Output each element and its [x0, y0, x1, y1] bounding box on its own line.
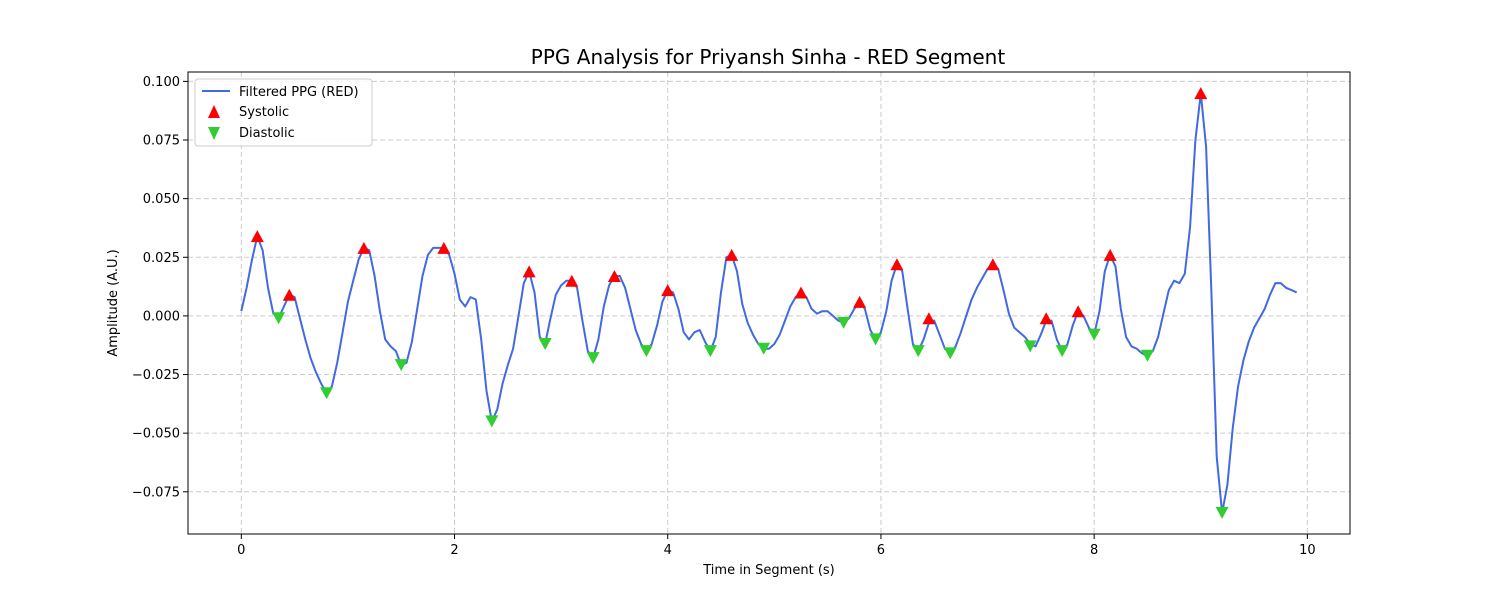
systolic-peak-marker — [661, 284, 675, 297]
diastolic-trough-marker — [394, 359, 408, 372]
systolic-peak-marker — [922, 312, 936, 325]
diastolic-trough-marker — [1215, 506, 1229, 519]
systolic-peak-marker — [437, 241, 451, 254]
y-tick-label: 0.025 — [143, 251, 180, 266]
systolic-peak-marker — [794, 286, 808, 299]
y-tick-label: −0.050 — [132, 427, 180, 442]
systolic-peak-marker — [1103, 248, 1117, 261]
legend-frame — [194, 78, 373, 147]
diastolic-trough-marker — [272, 312, 286, 325]
systolic-peak-marker — [250, 230, 264, 243]
grid — [188, 72, 1350, 534]
y-tick-label: 0.075 — [143, 134, 180, 149]
legend-label-diastolic: Diastolic — [239, 126, 295, 141]
y-tick-label: 0.100 — [143, 75, 180, 90]
legend-diastolic-marker-icon — [208, 127, 220, 140]
ppg-signal-line — [240, 92, 1298, 514]
diastolic-trough-marker — [703, 345, 717, 358]
y-tick-label: −0.025 — [132, 368, 180, 383]
legend-systolic-marker-icon — [208, 105, 220, 118]
diastolic-trough-marker — [943, 347, 957, 360]
legend-label-systolic: Systolic — [239, 105, 289, 120]
x-tick-label: 10 — [1299, 543, 1316, 558]
systolic-peak-marker — [853, 295, 867, 308]
systolic-peak-marker — [522, 265, 536, 278]
systolic-peak-marker — [1194, 87, 1208, 100]
systolic-peak-marker — [986, 258, 1000, 271]
x-tick-label: 8 — [1090, 543, 1098, 558]
y-tick-label: −0.075 — [132, 485, 180, 500]
axis-ticks: 0 2 4 6 8 10 −0.075 −0.050 −0.025 0.000 0.025 0.050… — [132, 75, 1316, 558]
diastolic-trough-marker — [757, 342, 771, 355]
y-tick-label: 0.000 — [143, 309, 180, 324]
series-layer — [240, 87, 1298, 519]
diastolic-trough-marker — [1055, 345, 1069, 358]
diastolic-trough-marker — [869, 333, 883, 346]
diastolic-trough-marker — [639, 345, 653, 358]
legend-label-filtered: Filtered PPG (RED) — [239, 85, 359, 100]
diastolic-trough-marker — [538, 338, 552, 351]
diastolic-trough-marker — [586, 352, 600, 365]
systolic-peak-marker — [1071, 305, 1085, 318]
x-tick-label: 0 — [237, 543, 245, 558]
systolic-peak-marker — [565, 274, 579, 287]
chart-title: PPG Analysis for Priyansh Sinha - RED Se… — [531, 45, 1006, 69]
plot-area-frame — [187, 71, 1351, 535]
systolic-peak-marker — [1039, 312, 1053, 325]
systolic-peak-marker — [725, 248, 739, 261]
x-tick-label: 6 — [877, 543, 885, 558]
systolic-peak-marker — [357, 241, 371, 254]
diastolic-trough-marker — [911, 345, 925, 358]
diastolic-trough-marker — [320, 387, 334, 400]
diastolic-trough-marker — [1087, 328, 1101, 341]
systolic-peak-marker — [890, 258, 904, 271]
x-tick-label: 2 — [450, 543, 458, 558]
y-axis-label: Amplitude (A.U.) — [106, 249, 121, 356]
legend: Filtered PPG (RED) Systolic Diastolic — [194, 78, 373, 147]
systolic-peak-marker — [282, 288, 296, 301]
y-tick-label: 0.050 — [143, 192, 180, 207]
diastolic-trough-marker — [485, 415, 499, 428]
diastolic-trough-marker — [1023, 340, 1037, 353]
x-tick-label: 4 — [664, 543, 672, 558]
systolic-peak-marker — [607, 270, 621, 283]
diastolic-trough-marker — [1140, 349, 1154, 362]
diastolic-trough-marker — [837, 316, 851, 329]
x-axis-label: Time in Segment (s) — [702, 563, 834, 578]
